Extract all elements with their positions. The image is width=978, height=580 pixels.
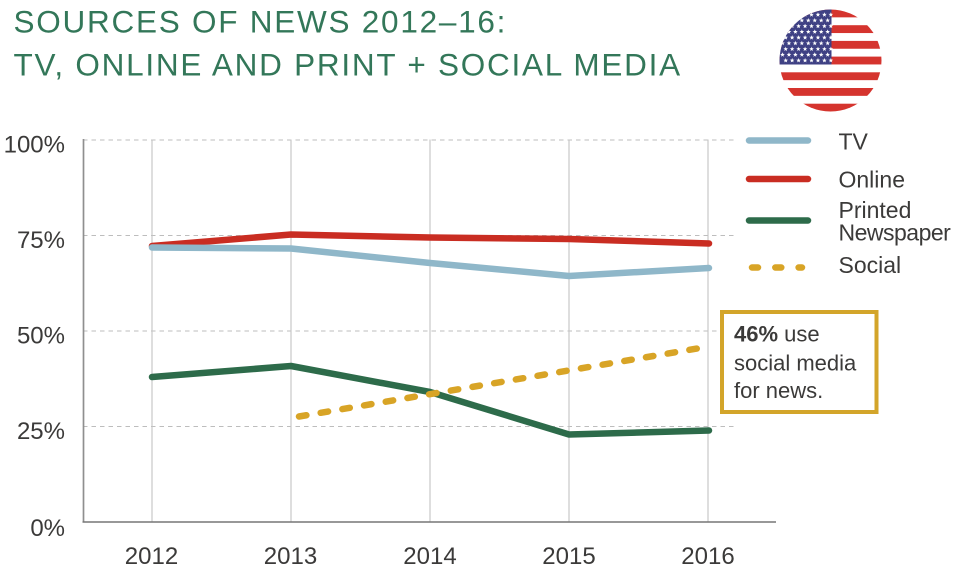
svg-text:2013: 2013 — [264, 543, 317, 570]
svg-text:75%: 75% — [17, 227, 65, 254]
svg-text:2016: 2016 — [681, 543, 734, 570]
svg-text:Printed: Printed — [839, 197, 912, 223]
svg-text:TV: TV — [839, 129, 869, 155]
svg-text:46% use: 46% use — [734, 322, 820, 347]
svg-text:for news.: for news. — [734, 378, 823, 403]
svg-text:100%: 100% — [4, 131, 65, 158]
svg-text:Newspaper: Newspaper — [839, 220, 952, 246]
svg-text:2015: 2015 — [542, 543, 595, 570]
svg-text:25%: 25% — [17, 418, 65, 445]
svg-text:Social: Social — [839, 252, 902, 278]
svg-text:0%: 0% — [30, 515, 65, 542]
svg-text:Online: Online — [839, 166, 905, 192]
svg-text:50%: 50% — [17, 323, 65, 350]
svg-text:SOURCES OF NEWS 2012–16:: SOURCES OF NEWS 2012–16: — [14, 3, 508, 39]
svg-text:social media: social media — [734, 350, 857, 375]
svg-text:2012: 2012 — [125, 543, 178, 570]
svg-text:2014: 2014 — [403, 543, 456, 570]
svg-text:TV, ONLINE AND PRINT + SOCIAL: TV, ONLINE AND PRINT + SOCIAL MEDIA — [14, 46, 682, 82]
